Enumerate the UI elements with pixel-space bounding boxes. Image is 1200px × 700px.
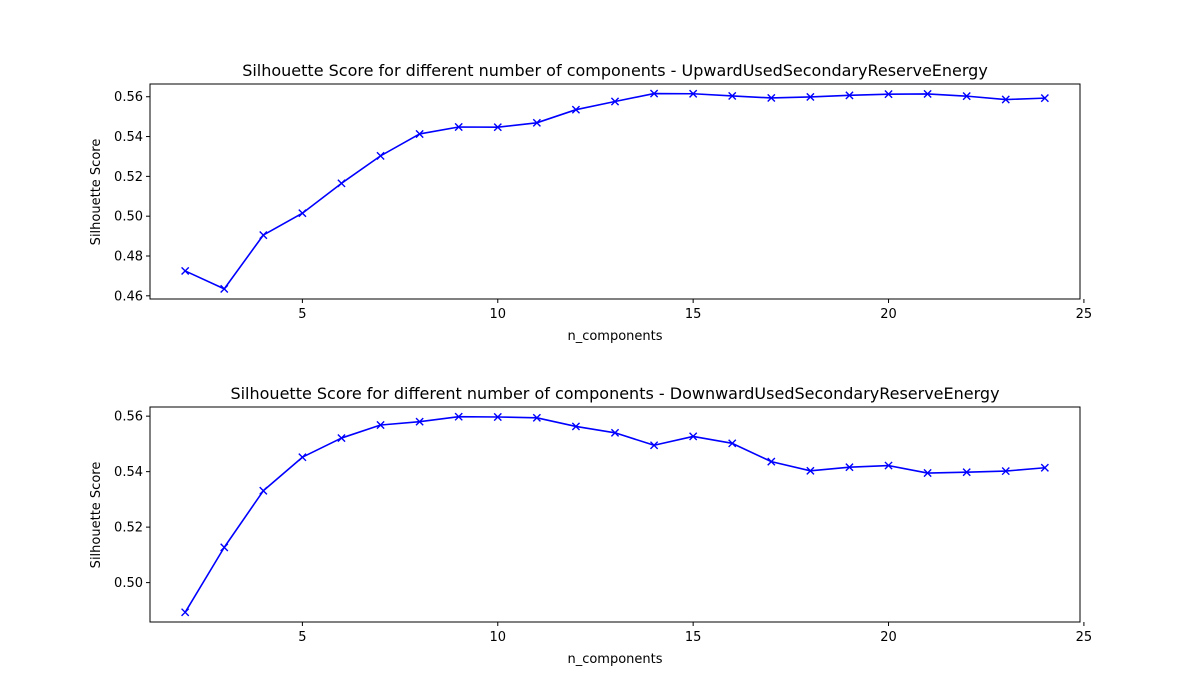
x-tick-label: 15 [685,307,702,322]
chart-title: Silhouette Score for different number of… [230,384,999,403]
data-point [610,97,620,106]
data-point [220,543,229,552]
y-tick-label: 0.46 [114,289,143,304]
data-point [1040,463,1049,472]
axis-ticks: 5 10 15 20 25 0.50 0.52 0.54 0.56 [114,410,1092,645]
data-point [454,412,463,421]
data-point [923,468,932,478]
data-point [1040,94,1049,103]
data-point [493,123,502,132]
y-tick-label: 0.56 [114,90,143,105]
x-tick-label: 20 [880,307,897,322]
plot-frame [149,83,1081,300]
data-point [962,468,971,477]
data-point [298,209,307,218]
x-axis-label: n_components [567,329,662,344]
data-point [884,90,893,99]
y-tick-label: 0.52 [114,170,143,185]
y-tick-label: 0.54 [114,465,143,480]
data-point [532,413,541,422]
plot-series [181,412,1049,617]
data-point [806,92,815,102]
y-tick-label: 0.54 [114,130,143,145]
chart-title: Silhouette Score for different number of… [242,61,988,80]
data-point [806,466,815,475]
y-tick-label: 0.50 [114,210,143,225]
data-point [220,284,229,293]
y-tick-label: 0.52 [114,521,143,536]
data-point [845,463,854,472]
data-point [767,457,776,466]
data-point [454,122,463,132]
y-tick-label: 0.56 [114,410,143,425]
x-tick-label: 20 [880,630,897,645]
data-point [181,266,190,276]
data-point [337,433,346,443]
data-point [259,486,268,495]
data-point [845,91,854,100]
data-point [767,93,776,103]
data-point [689,432,698,441]
data-point [415,129,424,139]
data-point [337,179,346,188]
x-tick-label: 5 [298,307,306,322]
data-point [884,461,893,470]
data-point [649,441,659,450]
data-point [376,420,385,430]
data-point [415,417,424,426]
data-point [376,151,385,160]
data-point [649,89,659,98]
data-point [298,453,307,462]
x-axis-label: n_components [567,652,662,667]
data-point [259,231,268,240]
data-point [1001,466,1010,476]
data-point [923,89,932,99]
subplot-downward: Silhouette Score for different number of… [89,384,1092,667]
data-point [532,118,541,127]
x-tick-label: 5 [298,630,306,645]
data-point [571,105,581,114]
data-point [181,608,190,617]
y-tick-label: 0.48 [114,250,143,265]
data-point [1001,95,1010,104]
data-point [728,439,737,448]
x-tick-label: 10 [489,630,506,645]
axis-ticks: 5 10 15 20 25 0.46 0.48 0.50 0.52 0.54 0.56 [114,90,1092,322]
y-tick-label: 0.50 [114,576,143,591]
data-point [571,422,581,431]
x-tick-label: 25 [1076,630,1093,645]
y-axis-label: Silhouette Score [89,139,104,246]
data-point [689,89,698,98]
plot-frame [149,406,1081,623]
data-point [493,412,502,422]
data-point [728,91,737,101]
x-tick-label: 10 [489,307,506,322]
plot-series [181,89,1049,293]
x-tick-label: 15 [685,630,702,645]
y-axis-label: Silhouette Score [89,462,104,569]
x-tick-label: 25 [1076,307,1093,322]
data-point [962,92,971,101]
data-point [610,428,620,437]
subplot-upward: Silhouette Score for different number of… [89,61,1092,344]
